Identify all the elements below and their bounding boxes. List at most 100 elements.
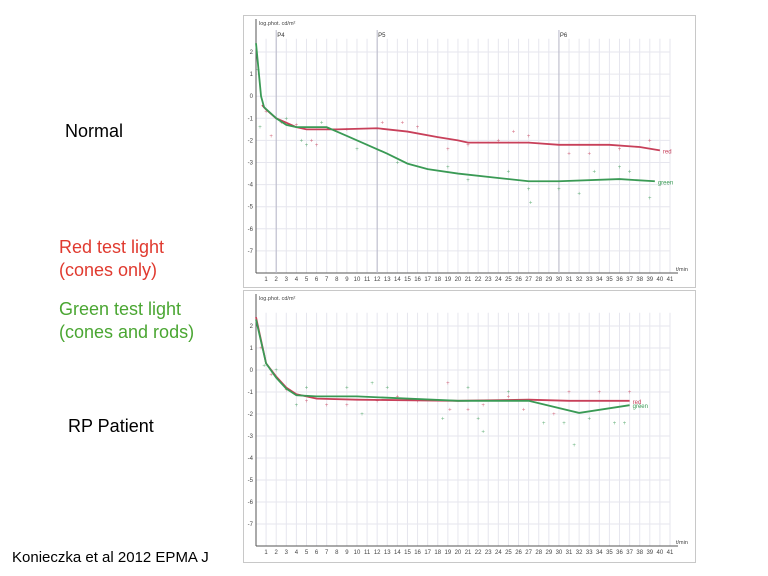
x-tick-label: 9 (345, 277, 349, 283)
data-point-red: + (416, 125, 420, 131)
x-tick-label: 30 (556, 277, 563, 283)
x-tick-label: 10 (354, 277, 361, 283)
data-point-green: + (527, 187, 531, 193)
series-line-green (255, 43, 655, 183)
data-point-green: + (623, 421, 627, 427)
x-tick-label: 13 (384, 550, 391, 556)
y-axis-label: log.phot. cd/m² (259, 21, 296, 27)
data-point-green: + (305, 386, 309, 392)
x-tick-label: 30 (556, 550, 563, 556)
y-tick-label: -5 (248, 478, 254, 484)
series-line-red (261, 104, 661, 152)
x-tick-label: 4 (295, 550, 299, 556)
x-tick-label: 41 (667, 277, 674, 283)
x-tick-label: 2 (275, 550, 279, 556)
x-tick-label: 20 (455, 277, 462, 283)
y-tick-label: 2 (250, 324, 254, 330)
y-tick-label: -7 (248, 249, 254, 255)
data-point-red: + (628, 390, 632, 396)
x-tick-label: 31 (566, 550, 573, 556)
y-tick-label: -1 (248, 116, 254, 122)
data-point-red: + (567, 390, 571, 396)
y-tick-label: 0 (250, 368, 254, 374)
x-tick-label: 33 (586, 277, 593, 283)
chart-normal: 1 2 3 4 5 6 7 8 9 10 11 12 13 14 15 16 17 18 19 20 21 22 23 24 2… (248, 19, 688, 283)
y-tick-label: 1 (250, 72, 254, 78)
marker-label: P5 (378, 33, 386, 39)
data-point-red: + (466, 408, 470, 414)
data-point-green: + (577, 191, 581, 197)
x-tick-label: 5 (305, 277, 309, 283)
label-green-test-light: Green test light (59, 299, 182, 319)
x-tick-label: 40 (657, 277, 664, 283)
data-point-red: + (448, 408, 452, 414)
x-tick-label: 35 (606, 277, 613, 283)
data-point-green: + (542, 421, 546, 427)
data-point-green: + (618, 165, 622, 171)
chart-rp-patient: 1 2 3 4 5 6 7 8 9 10 11 12 13 14 15 16 17 18 19 20 21 22 23 24 2… (248, 294, 688, 556)
x-tick-label: 32 (576, 277, 583, 283)
x-tick-label: 28 (535, 550, 542, 556)
data-point-green: + (396, 161, 400, 167)
data-point-green: + (466, 178, 470, 184)
x-tick-label: 6 (315, 277, 319, 283)
series-label-green: green (633, 404, 648, 410)
x-tick-label: 6 (315, 550, 319, 556)
data-point-red: + (380, 121, 384, 127)
x-tick-label: 8 (335, 277, 339, 283)
x-tick-label: 13 (384, 277, 391, 283)
x-tick-label: 33 (586, 550, 593, 556)
x-tick-label: 14 (394, 277, 401, 283)
series-label-green: green (658, 180, 673, 186)
x-tick-label: 35 (606, 550, 613, 556)
x-tick-label: 3 (285, 277, 289, 283)
data-point-red: + (446, 381, 450, 387)
x-tick-label: 7 (325, 277, 329, 283)
y-axis-label: log.phot. cd/m² (259, 296, 296, 302)
data-point-green: + (360, 412, 364, 418)
x-tick-label: 40 (657, 550, 664, 556)
x-tick-label: 25 (505, 550, 512, 556)
x-tick-label: 37 (626, 277, 633, 283)
x-tick-label: 36 (616, 277, 623, 283)
data-point-green: + (441, 416, 445, 422)
data-point-green: + (285, 116, 289, 122)
x-tick-label: 34 (596, 550, 603, 556)
data-point-red: + (552, 412, 556, 418)
data-point-green: + (613, 421, 617, 427)
x-tick-label: 5 (305, 550, 309, 556)
data-point-red: + (527, 134, 531, 140)
data-point-red: + (446, 147, 450, 153)
data-point-red: + (618, 147, 622, 153)
y-tick-label: -4 (248, 456, 254, 462)
x-tick-label: 14 (394, 550, 401, 556)
series-label-red: red (663, 149, 672, 155)
y-tick-label: 1 (250, 346, 254, 352)
x-tick-label: 11 (364, 277, 371, 283)
data-point-red: + (512, 130, 516, 136)
data-point-green: + (295, 403, 299, 409)
data-point-green: + (572, 443, 576, 449)
data-point-green: + (593, 169, 597, 175)
x-tick-label: 22 (475, 550, 482, 556)
y-tick-label: -5 (248, 205, 254, 211)
data-point-green: + (345, 386, 349, 392)
x-tick-label: 39 (646, 277, 653, 283)
data-point-red: + (481, 403, 485, 409)
x-tick-label: 10 (354, 550, 361, 556)
x-tick-label: 36 (616, 550, 623, 556)
label-rp-patient: RP Patient (68, 416, 154, 436)
data-point-green: + (300, 138, 304, 144)
data-point-red: + (259, 346, 263, 352)
data-point-green: + (507, 169, 511, 175)
x-tick-label: 34 (596, 277, 603, 283)
y-tick-label: -6 (248, 227, 254, 233)
data-point-green: + (648, 196, 652, 202)
x-axis-label: t/min (676, 267, 688, 273)
x-tick-label: 17 (424, 550, 431, 556)
x-tick-label: 29 (545, 550, 552, 556)
x-tick-label: 23 (485, 277, 492, 283)
chart-normal-panel: 1 2 3 4 5 6 7 8 9 10 11 12 13 14 15 16 17 18 19 20 21 22 23 24 2… (243, 15, 696, 288)
x-tick-label: 38 (636, 550, 643, 556)
x-tick-label: 18 (434, 550, 441, 556)
